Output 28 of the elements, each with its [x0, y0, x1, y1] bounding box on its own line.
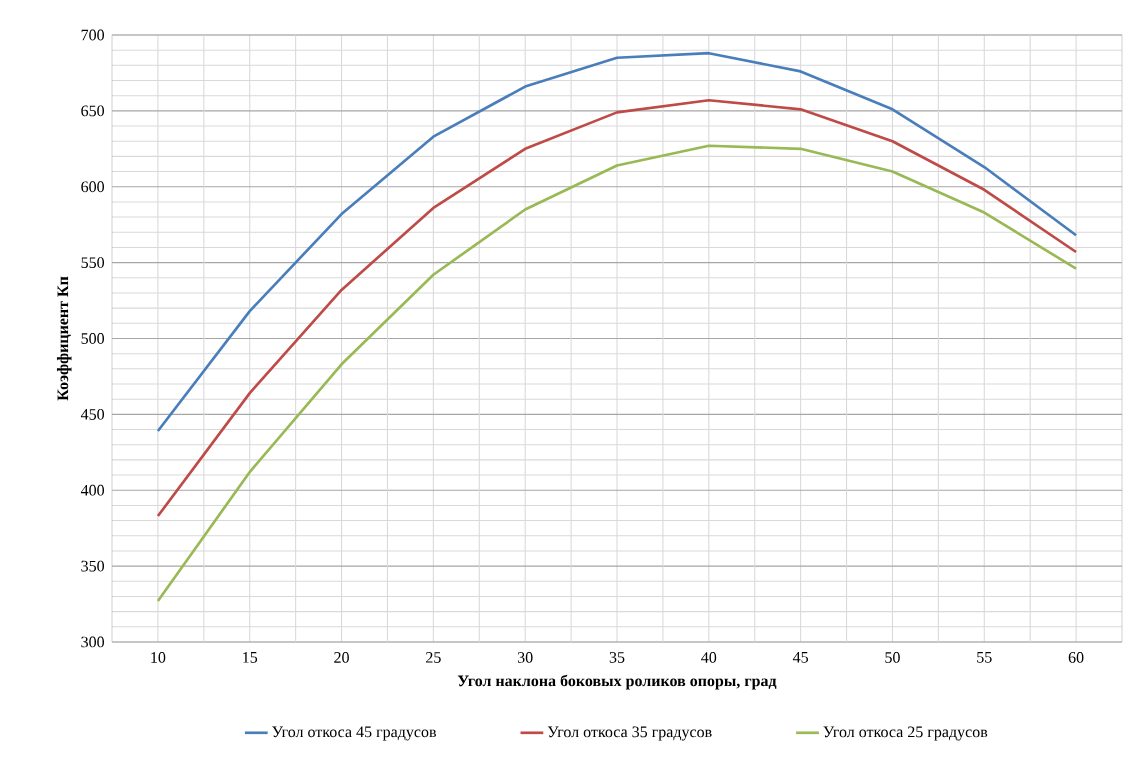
y-tick-label: 450 — [80, 408, 105, 420]
x-tick-label: 60 — [1068, 652, 1084, 663]
x-tick-label: 15 — [243, 652, 258, 663]
x-tick-label: 55 — [977, 652, 992, 663]
y-tick-label: 300 — [81, 636, 105, 648]
x-tick-label: 40 — [701, 652, 717, 663]
x-tick-label: 25 — [426, 652, 441, 663]
line-series — [156, 51, 1078, 433]
y-tick-label: 600 — [81, 181, 105, 193]
legend-label: Угол откоса 25 градусов — [823, 726, 988, 741]
y-tick-label: 550 — [81, 257, 105, 268]
y-tick-label: 700 — [81, 29, 105, 41]
x-tick-label: 35 — [609, 652, 625, 663]
y-tick-label: 400 — [80, 484, 105, 496]
y-tick-label: 350 — [81, 560, 105, 572]
x-tick-label: 45 — [792, 652, 809, 663]
legend-label: Угол откоса 35 градусов — [547, 726, 712, 741]
y-tick-label: 650 — [81, 105, 105, 117]
y-axis-title: Коэффициент Кп — [56, 276, 72, 401]
line-series — [156, 144, 1078, 603]
x-axis-title: Угол наклона боковых роликов опоры, град — [457, 674, 777, 690]
x-tick-label: 20 — [334, 652, 349, 663]
y-tick-label: 500 — [81, 333, 105, 344]
x-tick-label: 10 — [151, 652, 166, 663]
x-tick-label: 50 — [885, 652, 900, 663]
legend-label: Угол откоса 45 градусов — [272, 726, 436, 741]
line-series — [156, 98, 1078, 518]
x-tick-label: 30 — [517, 652, 533, 663]
